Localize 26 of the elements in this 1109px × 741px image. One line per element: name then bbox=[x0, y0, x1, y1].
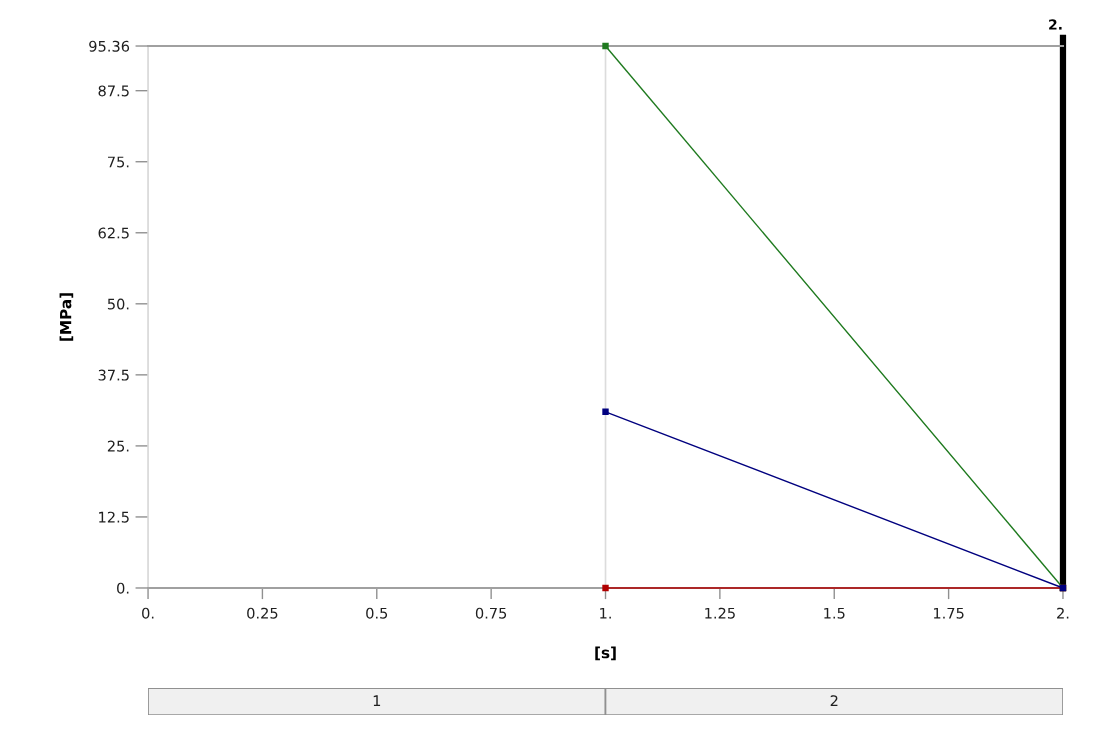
x-tick-label: 0.75 bbox=[475, 607, 507, 619]
x-tick-label: 1.75 bbox=[933, 607, 964, 619]
y-tick-label: 95.36 bbox=[89, 40, 130, 52]
y-tick-label: 62.5 bbox=[98, 227, 129, 239]
x-tick-label: 1.5 bbox=[824, 607, 845, 619]
x2-tick-label: 2 bbox=[830, 695, 838, 707]
x-tick-label: 0.25 bbox=[247, 607, 278, 619]
x-tick-label: 0.5 bbox=[366, 607, 388, 619]
y-tick-label: 87.5 bbox=[98, 85, 129, 97]
y-axis-title: [MPa] bbox=[59, 293, 74, 341]
x-tick-label: 0. bbox=[142, 607, 154, 619]
x-tick-label: 1. bbox=[600, 607, 611, 619]
point bbox=[602, 584, 609, 592]
point bbox=[602, 408, 609, 415]
x-axis-title: [s] bbox=[595, 646, 616, 661]
ref-line-label: 2. bbox=[1049, 19, 1062, 30]
y-tick-label: 12.5 bbox=[99, 511, 129, 523]
y-tick-label: 50. bbox=[107, 298, 129, 310]
x2-tick-label: 1 bbox=[373, 695, 381, 707]
y-tick-label: 0. bbox=[117, 582, 129, 594]
y-tick-label: 37.5 bbox=[98, 369, 129, 381]
x-tick-label: 1.25 bbox=[705, 607, 735, 619]
point bbox=[602, 42, 609, 50]
x-tick-label: 2. bbox=[1057, 607, 1069, 619]
y-tick-label: 75. bbox=[108, 156, 129, 168]
y-tick-label: 25. bbox=[107, 440, 129, 452]
